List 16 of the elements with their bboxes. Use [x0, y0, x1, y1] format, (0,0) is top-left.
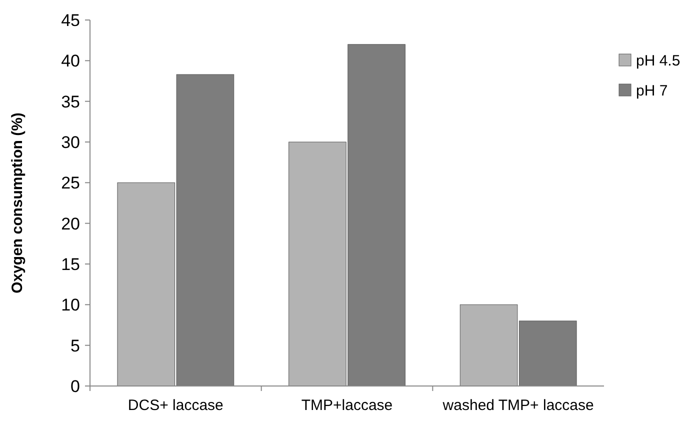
y-axis-title: Oxygen consumption (%)	[9, 112, 26, 294]
y-tick-label: 5	[70, 336, 80, 356]
y-tick-label: 45	[61, 10, 80, 30]
y-tick-label: 25	[61, 174, 80, 193]
y-tick-label: 10	[61, 296, 80, 315]
y-tick-label: 35	[61, 92, 80, 112]
legend-label: pH 4.5	[636, 52, 680, 70]
x-tick-label: washed TMP+ laccase	[442, 397, 594, 414]
y-tick-label: 30	[61, 132, 80, 152]
x-tick-label: DCS+ laccase	[128, 397, 224, 414]
legend-label: pH 7	[636, 82, 668, 100]
y-tick-label: 15	[61, 254, 80, 274]
x-tick-label: TMP+laccase	[301, 397, 393, 414]
y-tick-label: 0	[70, 376, 80, 396]
y-tick-label: 20	[61, 214, 80, 234]
y-tick-label: 40	[61, 52, 80, 71]
